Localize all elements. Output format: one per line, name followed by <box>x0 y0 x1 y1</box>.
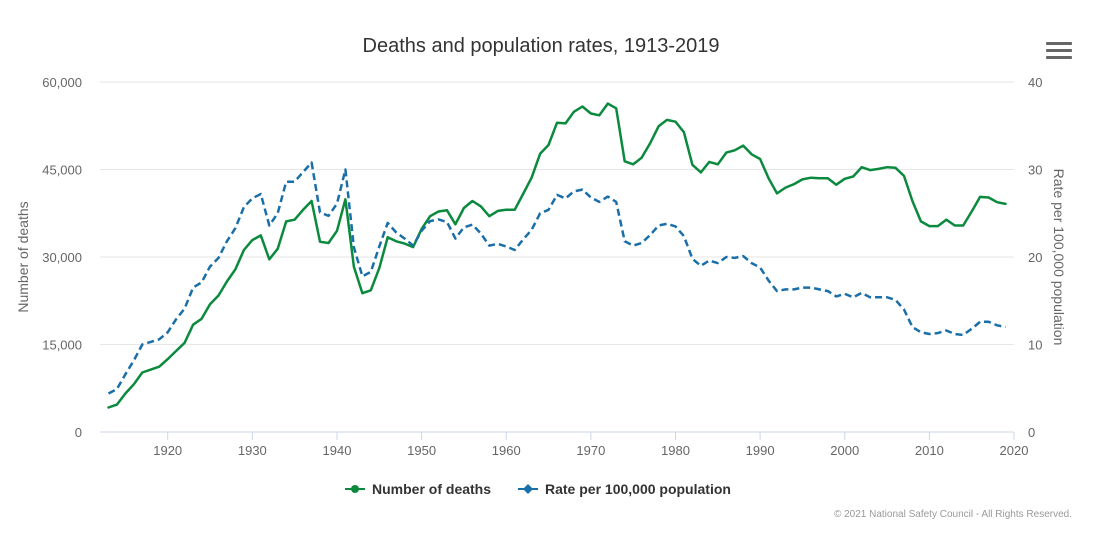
x-tick-label: 2020 <box>1000 443 1029 458</box>
x-tick-label: 2000 <box>830 443 859 458</box>
x-tick-label: 1940 <box>323 443 352 458</box>
x-tick-label: 1990 <box>746 443 775 458</box>
y-left-tick-label: 30,000 <box>42 250 82 265</box>
x-tick-label: 1930 <box>238 443 267 458</box>
y-axis-right-label: Rate per 100,000 population <box>1051 169 1067 346</box>
legend-item-rate[interactable]: Rate per 100,000 population <box>518 481 731 497</box>
chart-title: Deaths and population rates, 1913-2019 <box>363 35 720 57</box>
legend-label-rate: Rate per 100,000 population <box>545 481 731 497</box>
x-tick-label: 1920 <box>153 443 182 458</box>
y-left-tick-label: 60,000 <box>42 75 82 90</box>
y-left-tick-label: 0 <box>75 425 82 440</box>
y-left-tick-label: 45,000 <box>42 163 82 178</box>
x-tick-label: 1960 <box>492 443 521 458</box>
gridlines <box>100 81 1014 345</box>
axes: 0 15,000 30,000 45,000 60,000 0 10 20 30 40 1920 19… <box>42 75 1042 458</box>
y-right-tick-label: 20 <box>1028 250 1042 265</box>
legend: Number of deaths Rate per 100,000 popula… <box>345 481 731 497</box>
hamburger-menu-icon[interactable] <box>1046 38 1072 62</box>
credits: © 2021 National Safety Council - All Rig… <box>834 509 1072 520</box>
legend-label-deaths: Number of deaths <box>372 481 491 497</box>
y-right-tick-label: 0 <box>1028 425 1035 440</box>
series <box>107 102 1007 409</box>
y-right-tick-label: 30 <box>1028 163 1042 178</box>
series-line-deaths[interactable] <box>107 102 1007 409</box>
series-line-rate[interactable] <box>107 161 1006 395</box>
y-right-tick-label: 40 <box>1028 75 1042 90</box>
x-tick-label: 2010 <box>915 443 944 458</box>
x-tick-label: 1970 <box>576 443 605 458</box>
legend-item-deaths[interactable]: Number of deaths <box>345 481 491 497</box>
x-tick-label: 1950 <box>407 443 436 458</box>
y-right-tick-label: 10 <box>1028 338 1042 353</box>
y-left-tick-label: 15,000 <box>42 338 82 353</box>
x-tick-label: 1980 <box>661 443 690 458</box>
y-axis-left-label: Number of deaths <box>15 201 31 312</box>
